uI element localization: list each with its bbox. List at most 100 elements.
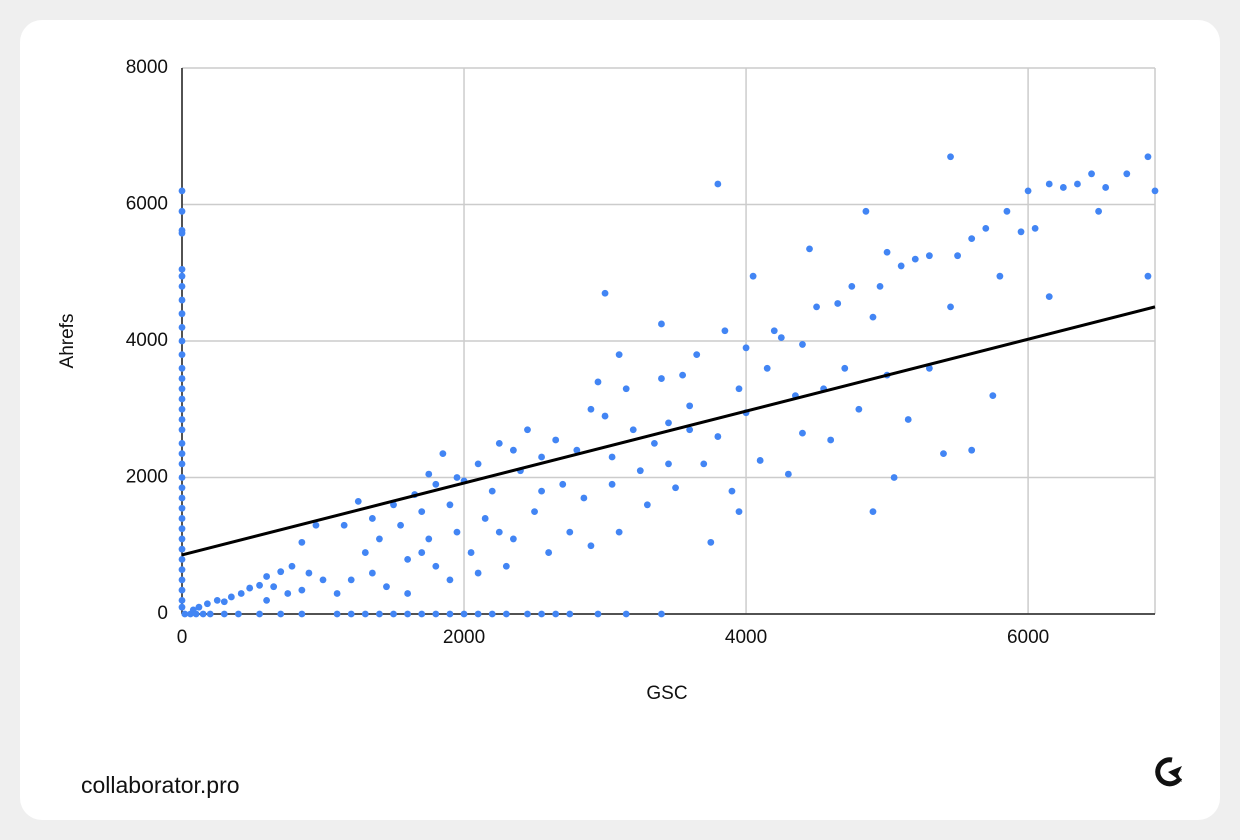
point: [178, 556, 186, 563]
point: [714, 433, 722, 440]
point: [925, 364, 933, 372]
point: [347, 610, 355, 618]
point: [777, 334, 785, 341]
point: [181, 610, 189, 618]
point: [658, 320, 665, 328]
point: [989, 392, 997, 399]
point: [904, 416, 912, 423]
point: [178, 535, 186, 543]
point: [594, 378, 602, 386]
point: [658, 610, 665, 618]
point: [502, 562, 510, 570]
point: [178, 603, 186, 611]
point: [432, 480, 440, 488]
y-tick-label: 0: [157, 603, 168, 624]
point: [178, 265, 186, 273]
point: [679, 371, 687, 379]
point: [636, 467, 644, 475]
point: [947, 153, 954, 161]
point: [246, 584, 254, 592]
point: [178, 405, 186, 413]
point: [488, 610, 496, 618]
point: [495, 439, 503, 447]
point: [925, 252, 933, 260]
point: [566, 610, 574, 618]
point: [1123, 170, 1131, 178]
point: [178, 426, 186, 434]
y-axis-label: Ahrefs: [57, 314, 78, 369]
point: [178, 375, 186, 382]
point: [284, 590, 292, 597]
point: [432, 562, 440, 570]
point: [178, 283, 186, 290]
point: [376, 610, 383, 618]
point: [361, 549, 369, 556]
point: [178, 525, 186, 533]
point: [178, 596, 186, 604]
point: [453, 528, 461, 536]
point: [531, 508, 538, 516]
point: [220, 598, 228, 606]
point: [354, 497, 362, 505]
point: [178, 229, 186, 237]
point: [608, 480, 616, 488]
point: [615, 528, 623, 536]
point: [263, 573, 271, 580]
point: [1095, 207, 1102, 215]
point: [813, 303, 820, 311]
point: [580, 494, 588, 502]
x-tick-label: 0: [177, 627, 188, 648]
y-tick-label: 8000: [126, 57, 168, 78]
point: [650, 439, 658, 447]
point: [911, 255, 919, 263]
point: [446, 576, 454, 584]
point: [862, 207, 870, 215]
point: [728, 487, 736, 495]
point: [178, 272, 186, 280]
point: [672, 484, 679, 492]
point: [693, 351, 701, 359]
x-axis-label: GSC: [646, 683, 687, 704]
point: [841, 364, 849, 372]
point: [178, 566, 186, 574]
point: [333, 610, 341, 618]
point: [799, 429, 806, 437]
x-tick-label: 4000: [725, 627, 767, 648]
point: [1102, 184, 1110, 191]
point: [453, 474, 461, 481]
point: [700, 460, 708, 468]
point: [425, 470, 433, 478]
point: [629, 426, 637, 434]
point: [178, 323, 186, 331]
point: [622, 610, 630, 618]
point: [418, 508, 426, 516]
point: [770, 327, 778, 335]
point: [178, 310, 186, 318]
point: [368, 515, 376, 522]
point: [361, 610, 369, 618]
point: [643, 501, 651, 509]
point: [714, 180, 722, 188]
point: [178, 296, 186, 304]
point: [298, 538, 306, 546]
point: [404, 610, 412, 618]
point: [1017, 228, 1025, 236]
point: [277, 610, 285, 618]
point: [288, 562, 296, 570]
point: [594, 610, 602, 618]
point: [721, 327, 729, 335]
point: [954, 252, 961, 260]
point: [376, 535, 383, 543]
point: [890, 474, 898, 481]
point: [270, 583, 278, 591]
point: [1144, 272, 1152, 280]
point: [947, 303, 954, 311]
point: [806, 245, 813, 253]
point: [538, 610, 545, 618]
point: [982, 224, 990, 232]
point: [658, 375, 665, 382]
point: [552, 610, 560, 618]
point: [199, 610, 207, 618]
point: [178, 494, 186, 502]
